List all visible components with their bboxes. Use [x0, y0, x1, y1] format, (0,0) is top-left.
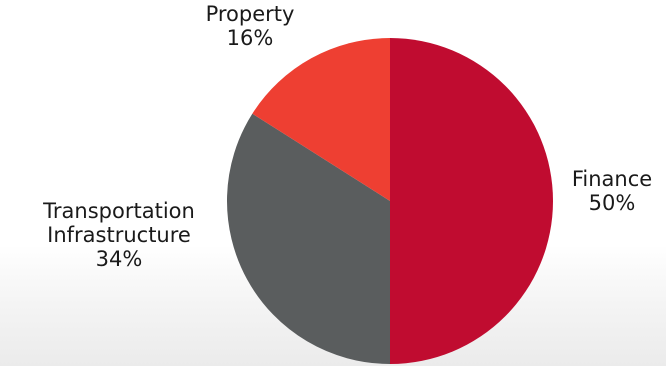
pie-slice-finance	[390, 38, 553, 364]
pie-slice-property	[252, 38, 390, 201]
slice-label-finance: Finance 50%	[572, 167, 652, 215]
slice-category-label: Finance	[572, 167, 652, 191]
pie-slice-transportation-infrastructure	[226, 113, 390, 364]
slice-category-label: Transportation	[42, 199, 195, 223]
slice-label-property: Property 16%	[206, 2, 295, 50]
slice-category-label: Infrastructure	[47, 223, 191, 247]
slice-value-label: 50%	[589, 191, 636, 215]
pie-labels: Finance 50% Transportation Infrastructure 34…	[42, 2, 652, 271]
slice-value-label: 34%	[96, 247, 143, 271]
slice-value-label: 16%	[227, 26, 274, 50]
slice-label-transportation-infrastructure: Transportation Infrastructure 34%	[42, 199, 195, 271]
slice-category-label: Property	[206, 2, 295, 26]
pie-slices	[226, 38, 553, 364]
